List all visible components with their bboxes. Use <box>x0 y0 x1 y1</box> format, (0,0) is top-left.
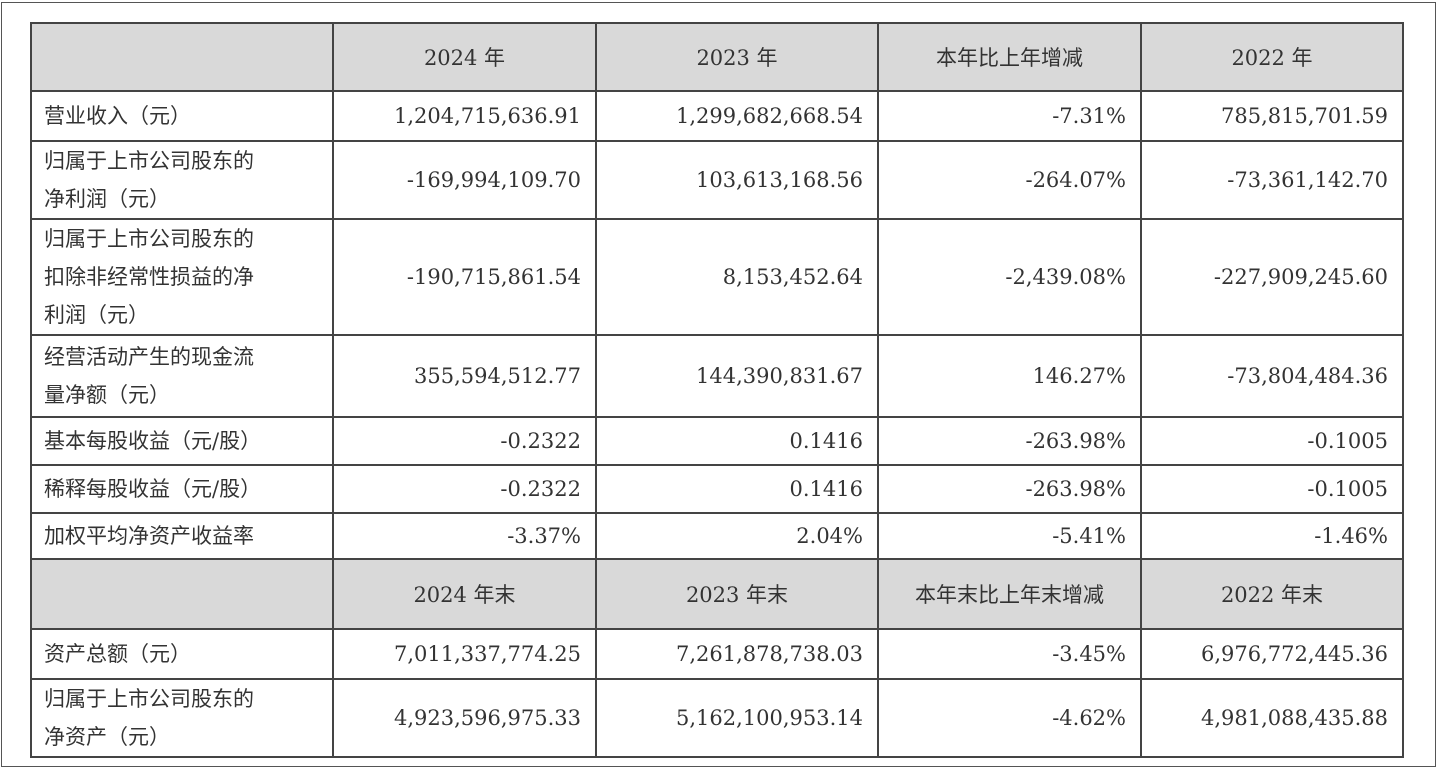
column-header: 2024 年 <box>332 22 597 92</box>
value-cell: 355,594,512.77 <box>332 334 597 418</box>
value-cell: -7.31% <box>877 90 1142 142</box>
column-header: 2024 年末 <box>332 558 597 630</box>
row-label-line: 归属于上市公司股东的 <box>44 227 254 251</box>
column-header: 本年比上年增减 <box>877 22 1142 92</box>
value-cell: 4,981,088,435.88 <box>1140 678 1404 758</box>
value-cell: 785,815,701.59 <box>1140 90 1404 142</box>
value-cell: -264.07% <box>877 140 1142 220</box>
table-row: 基本每股收益（元/股） -0.2322 0.1416 -263.98% -0.1005 <box>30 416 1404 466</box>
row-label-line: 量净额（元） <box>44 383 170 407</box>
row-label-line: 扣除非经常性损益的净 <box>44 265 254 289</box>
row-label: 经营活动产生的现金流 量净额（元） <box>30 334 334 418</box>
value-cell: -3.45% <box>877 628 1142 680</box>
header-row: 2024 年末 2023 年末 本年末比上年末增减 2022 年末 <box>30 558 1404 630</box>
row-label-line: 稀释每股收益（元/股） <box>44 477 262 501</box>
column-header: 2023 年末 <box>595 558 879 630</box>
row-label: 归属于上市公司股东的 净资产（元） <box>30 678 334 758</box>
row-label-line: 营业收入（元） <box>44 104 191 128</box>
row-label: 加权平均净资产收益率 <box>30 512 334 560</box>
table-row: 归属于上市公司股东的 净利润（元） -169,994,109.70 103,613,1… <box>30 140 1404 220</box>
value-cell: 8,153,452.64 <box>595 218 879 336</box>
row-label-line: 归属于上市公司股东的 <box>44 687 254 711</box>
table-row: 加权平均净资产收益率 -3.37% 2.04% -5.41% -1.46% <box>30 512 1404 560</box>
value-cell: -0.2322 <box>332 464 597 514</box>
value-cell: 1,299,682,668.54 <box>595 90 879 142</box>
value-cell: -190,715,861.54 <box>332 218 597 336</box>
row-label: 归属于上市公司股东的 净利润（元） <box>30 140 334 220</box>
column-header: 2023 年 <box>595 22 879 92</box>
row-label: 资产总额（元） <box>30 628 334 680</box>
table-row: 稀释每股收益（元/股） -0.2322 0.1416 -263.98% -0.1005 <box>30 464 1404 514</box>
value-cell: -4.62% <box>877 678 1142 758</box>
value-cell: -263.98% <box>877 416 1142 466</box>
column-header: 本年末比上年末增减 <box>877 558 1142 630</box>
column-header: 2022 年末 <box>1140 558 1404 630</box>
value-cell: -5.41% <box>877 512 1142 560</box>
value-cell: 6,976,772,445.36 <box>1140 628 1404 680</box>
header-corner-cell <box>30 558 334 630</box>
table-row: 归属于上市公司股东的 扣除非经常性损益的净 利润（元） -190,715,861.54… <box>30 218 1404 336</box>
value-cell: -0.1005 <box>1140 416 1404 466</box>
header-corner-cell <box>30 22 334 92</box>
value-cell: 1,204,715,636.91 <box>332 90 597 142</box>
value-cell: -0.2322 <box>332 416 597 466</box>
table-row: 经营活动产生的现金流 量净额（元） 355,594,512.77 144,390,83… <box>30 334 1404 418</box>
value-cell: -2,439.08% <box>877 218 1142 336</box>
row-label-line: 利润（元） <box>44 303 149 327</box>
value-cell: 7,261,878,738.03 <box>595 628 879 680</box>
row-label-line: 基本每股收益（元/股） <box>44 429 262 453</box>
value-cell: -73,804,484.36 <box>1140 334 1404 418</box>
row-label-line: 经营活动产生的现金流 <box>44 345 254 369</box>
value-cell: 7,011,337,774.25 <box>332 628 597 680</box>
header-row: 2024 年 2023 年本年比上年增减 2022 年 <box>30 22 1404 92</box>
row-label: 基本每股收益（元/股） <box>30 416 334 466</box>
table-row: 资产总额（元） 7,011,337,774.25 7,261,878,738.03-… <box>30 628 1404 680</box>
row-label-line: 净资产（元） <box>44 725 170 749</box>
value-cell: 0.1416 <box>595 464 879 514</box>
table-row: 归属于上市公司股东的 净资产（元） 4,923,596,975.33 5,162,10… <box>30 678 1404 758</box>
row-label-line: 归属于上市公司股东的 <box>44 149 254 173</box>
row-label-line: 加权平均净资产收益率 <box>44 524 254 548</box>
value-cell: 4,923,596,975.33 <box>332 678 597 758</box>
value-cell: -0.1005 <box>1140 464 1404 514</box>
value-cell: 146.27% <box>877 334 1142 418</box>
value-cell: -1.46% <box>1140 512 1404 560</box>
value-cell: -169,994,109.70 <box>332 140 597 220</box>
value-cell: -227,909,245.60 <box>1140 218 1404 336</box>
row-label-line: 资产总额（元） <box>44 642 191 666</box>
value-cell: 0.1416 <box>595 416 879 466</box>
value-cell: 5,162,100,953.14 <box>595 678 879 758</box>
row-label-line: 净利润（元） <box>44 187 170 211</box>
row-label: 营业收入（元） <box>30 90 334 142</box>
row-label: 稀释每股收益（元/股） <box>30 464 334 514</box>
value-cell: 2.04% <box>595 512 879 560</box>
column-header: 2022 年 <box>1140 22 1404 92</box>
row-label: 归属于上市公司股东的 扣除非经常性损益的净 利润（元） <box>30 218 334 336</box>
value-cell: -263.98% <box>877 464 1142 514</box>
value-cell: -3.37% <box>332 512 597 560</box>
financial-summary-table: 2024 年 2023 年本年比上年增减 2022 年营业收入（元） 1,204,71… <box>30 22 1404 758</box>
value-cell: 144,390,831.67 <box>595 334 879 418</box>
value-cell: -73,361,142.70 <box>1140 140 1404 220</box>
table-row: 营业收入（元） 1,204,715,636.91 1,299,682,668.54-… <box>30 90 1404 142</box>
value-cell: 103,613,168.56 <box>595 140 879 220</box>
